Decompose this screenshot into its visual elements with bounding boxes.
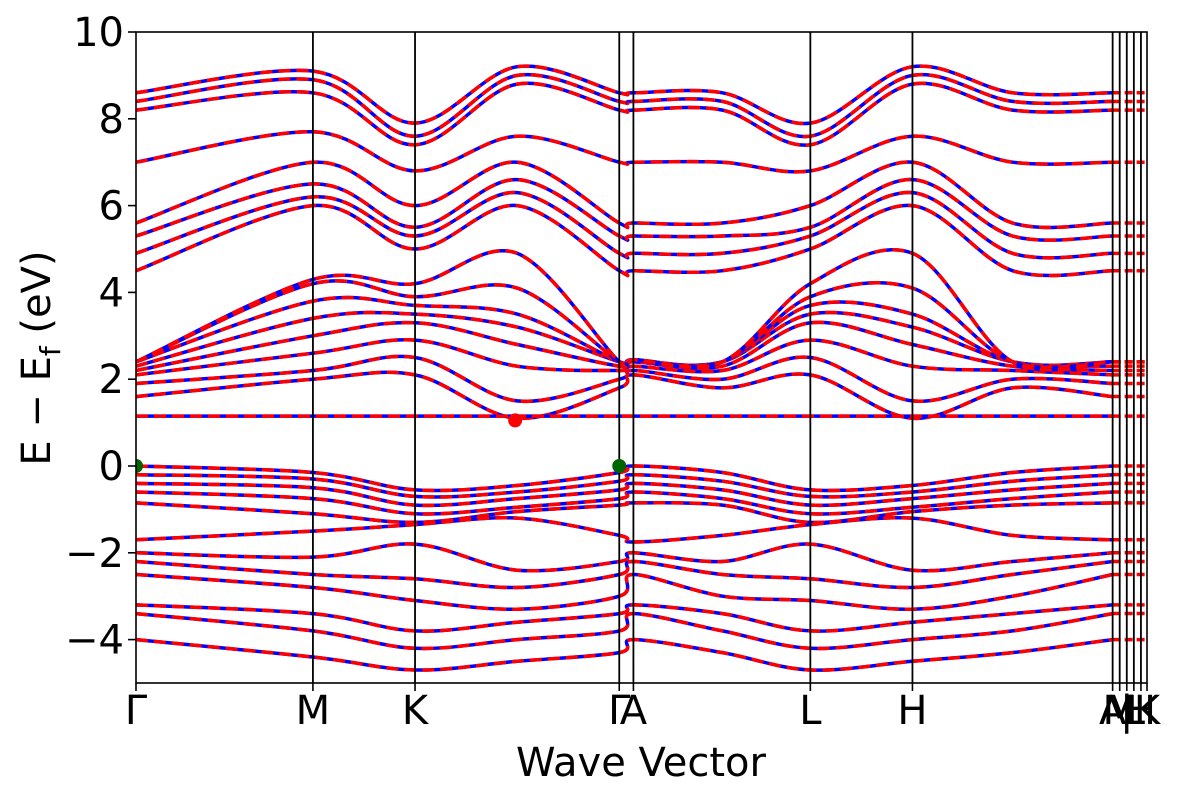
- y-tick-label: −2: [65, 531, 124, 577]
- band-line-dashed: [136, 500, 1113, 525]
- extremum-marker: [612, 459, 627, 473]
- x-tick-label: Γ: [125, 688, 148, 734]
- band-line-dashed: [136, 177, 1113, 242]
- band-lines: [136, 64, 1147, 672]
- y-tick-label: 8: [99, 97, 124, 143]
- x-tick-label: H: [1126, 688, 1156, 734]
- x-tick-label: A: [1099, 688, 1127, 734]
- y-axis-ticks: 10 8 6 4 2 0 −2 −4: [65, 10, 136, 664]
- x-axis-label: Wave Vector: [516, 740, 767, 786]
- band-line-dashed: [136, 160, 1113, 230]
- x-tick-label: A: [620, 688, 648, 734]
- x-tick-label: H: [897, 688, 927, 734]
- band-line-dashed: [136, 354, 1113, 404]
- band-line-dashed: [136, 130, 1113, 174]
- plot-frame: [135, 31, 1148, 684]
- x-tick-label: M: [1102, 688, 1137, 734]
- band-line-dashed: [136, 64, 1113, 126]
- y-tick-label: 0: [99, 444, 124, 490]
- x-tick-label: M: [296, 688, 331, 734]
- x-axis-ticks: Γ M K ΓA L H AM|LHK: [125, 683, 1162, 734]
- band-line-dashed: [136, 247, 1113, 372]
- band-line-dashed: [136, 572, 1113, 611]
- x-tick-label: |: [1120, 688, 1133, 734]
- extrema-markers: [136, 413, 627, 473]
- y-tick-label: 2: [99, 357, 124, 403]
- x-tick-label: K: [1134, 688, 1162, 734]
- band-line-dashed: [136, 190, 1113, 260]
- y-tick-label: 4: [99, 270, 124, 316]
- band-line-dashed: [136, 81, 1113, 147]
- y-axis-label-main: E − E: [14, 356, 60, 466]
- x-tick-label: L: [1123, 688, 1146, 734]
- y-tick-label: −4: [65, 618, 124, 664]
- extremum-marker: [136, 459, 143, 473]
- x-tick-label: L: [799, 688, 822, 734]
- y-axis-label-unit: (eV): [14, 250, 60, 346]
- y-tick-label: 6: [99, 184, 124, 230]
- y-axis-label-subscript: f: [34, 345, 67, 356]
- high-symmetry-lines: [312, 32, 1142, 683]
- extremum-marker: [508, 413, 523, 428]
- x-tick-label: K: [402, 688, 430, 734]
- band-line-dashed: [136, 203, 1113, 278]
- y-axis-label: E − Ef (eV): [14, 250, 67, 465]
- y-tick-label: 10: [73, 10, 124, 56]
- x-tick-label: Γ: [608, 688, 631, 734]
